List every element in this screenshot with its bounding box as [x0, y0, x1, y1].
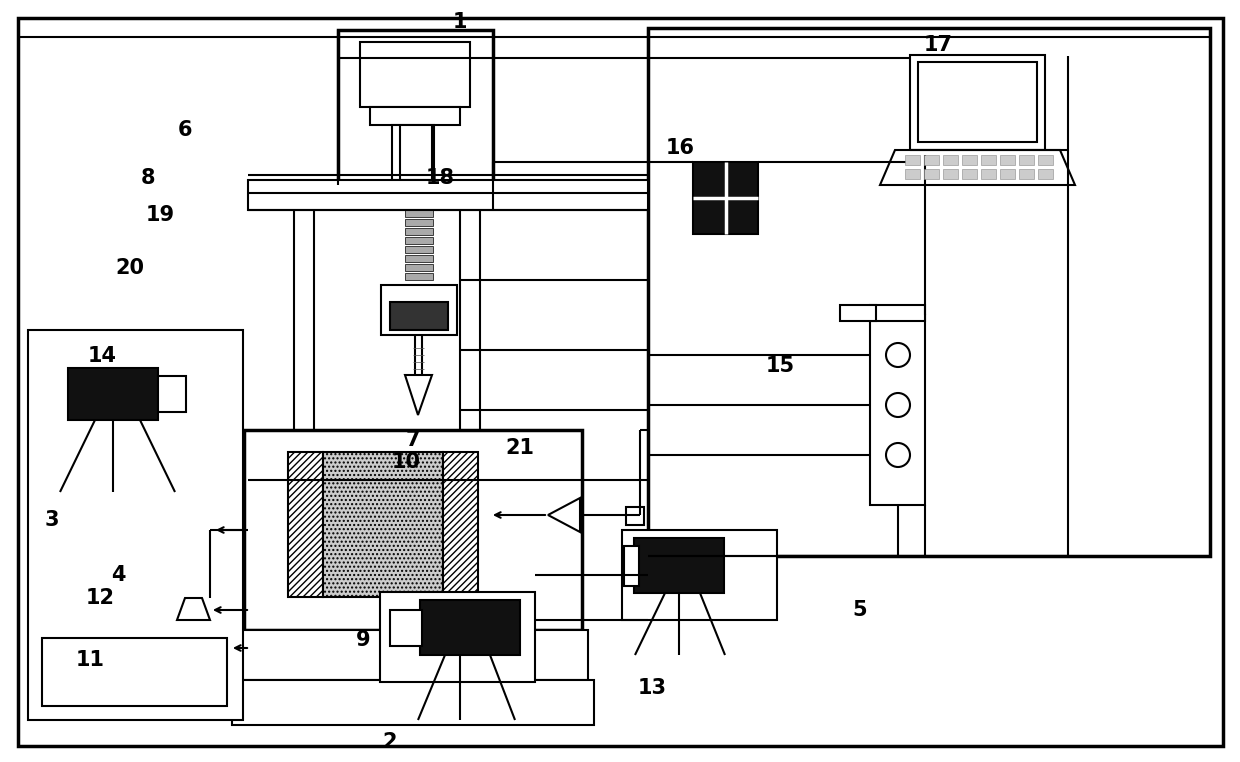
Text: 3: 3: [45, 510, 60, 530]
Bar: [405, 219, 433, 226]
Text: 9: 9: [356, 630, 371, 650]
Bar: [405, 210, 433, 217]
Bar: [962, 155, 977, 165]
Text: 12: 12: [86, 588, 114, 608]
Bar: [244, 430, 582, 630]
Bar: [1038, 155, 1053, 165]
Bar: [981, 169, 996, 179]
Text: 20: 20: [115, 258, 145, 278]
Bar: [999, 155, 1016, 165]
Bar: [905, 155, 920, 165]
Bar: [391, 302, 448, 330]
Bar: [634, 538, 724, 593]
Bar: [962, 169, 977, 179]
Text: 1: 1: [453, 12, 467, 32]
Bar: [370, 107, 460, 125]
Text: 5: 5: [853, 600, 867, 620]
Text: 10: 10: [392, 452, 420, 472]
Text: 18: 18: [425, 168, 455, 188]
Bar: [405, 237, 433, 244]
Bar: [622, 530, 777, 620]
Bar: [870, 315, 925, 505]
Bar: [839, 305, 875, 321]
Bar: [905, 169, 920, 179]
Bar: [910, 55, 1045, 150]
Polygon shape: [177, 598, 210, 620]
Text: 21: 21: [506, 438, 534, 458]
Bar: [420, 600, 520, 655]
Text: 6: 6: [177, 120, 192, 140]
Bar: [999, 169, 1016, 179]
Bar: [405, 273, 433, 280]
Bar: [339, 30, 494, 185]
Text: 17: 17: [924, 35, 952, 55]
Bar: [924, 155, 939, 165]
Text: 8: 8: [141, 168, 155, 188]
Text: 2: 2: [383, 732, 397, 752]
Bar: [1019, 169, 1034, 179]
Bar: [1038, 169, 1053, 179]
Bar: [405, 246, 433, 253]
Bar: [288, 452, 322, 597]
Bar: [981, 155, 996, 165]
Text: 7: 7: [405, 430, 420, 450]
Text: 11: 11: [76, 650, 104, 670]
Text: 13: 13: [637, 678, 666, 698]
Bar: [392, 125, 434, 180]
Bar: [391, 610, 422, 646]
Bar: [942, 155, 959, 165]
Bar: [157, 376, 186, 412]
Polygon shape: [880, 150, 1075, 185]
Bar: [405, 228, 433, 235]
Bar: [68, 368, 157, 420]
Bar: [1019, 155, 1034, 165]
Bar: [626, 507, 644, 525]
Polygon shape: [405, 375, 432, 415]
Bar: [381, 285, 458, 335]
Bar: [379, 592, 534, 682]
Bar: [360, 42, 470, 107]
Bar: [42, 638, 227, 706]
Polygon shape: [548, 498, 580, 532]
Bar: [942, 169, 959, 179]
Text: 4: 4: [110, 565, 125, 585]
Bar: [405, 264, 433, 271]
Bar: [29, 330, 243, 720]
Bar: [870, 305, 925, 321]
Text: 15: 15: [765, 356, 795, 376]
Text: 14: 14: [88, 346, 117, 366]
Bar: [924, 169, 939, 179]
Bar: [232, 680, 594, 725]
Bar: [405, 255, 433, 262]
Bar: [248, 180, 649, 210]
Text: 16: 16: [666, 138, 694, 158]
Bar: [624, 546, 639, 586]
Bar: [693, 162, 758, 234]
Bar: [238, 630, 588, 680]
Bar: [322, 452, 443, 597]
Bar: [649, 28, 1210, 556]
Bar: [918, 62, 1037, 142]
Bar: [443, 452, 477, 597]
Text: 19: 19: [145, 205, 175, 225]
